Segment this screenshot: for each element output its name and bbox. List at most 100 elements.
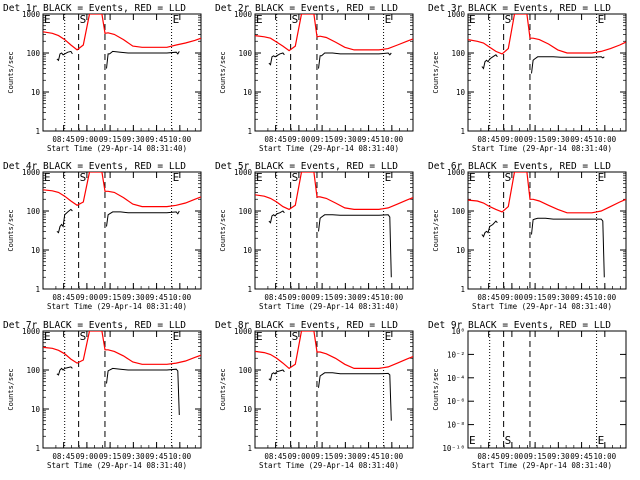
y-tick-label: 10 [243, 405, 253, 414]
y-tick-label: 1 [247, 127, 252, 136]
y-tick-label: 10 [243, 246, 253, 255]
y-tick-label: 10 [456, 88, 466, 97]
event-marker-e: E [256, 171, 263, 184]
x-tick-label: 10:00 [381, 135, 404, 144]
events-series-line [318, 52, 392, 69]
x-tick-label: 09:45 [570, 135, 593, 144]
events-series-line [56, 50, 73, 62]
x-tick-label: 08:45 [52, 452, 75, 461]
x-axis-label: Start Time (29-Apr-14 08:31:40) [47, 461, 187, 470]
event-marker-e: E [256, 13, 263, 26]
chart-title: Det 1r BLACK = Events, RED = LLD [3, 3, 186, 14]
x-tick-label: 10:00 [594, 452, 617, 461]
events-series-line [531, 56, 605, 74]
x-tick-label: 09:30 [334, 135, 357, 144]
y-tick-label: 10⁻² [447, 350, 465, 359]
x-tick-label: 10:00 [594, 135, 617, 144]
x-tick-label: 09:45 [570, 293, 593, 302]
lld-series-line [43, 331, 201, 365]
event-marker-e: E [44, 171, 51, 184]
x-tick-label: 09:30 [122, 452, 145, 461]
x-tick-label: 09:15 [311, 135, 334, 144]
chart-title: Det 5r BLACK = Events, RED = LLD [215, 161, 398, 172]
lld-series-line [43, 14, 201, 51]
events-series-line [531, 217, 605, 278]
event-marker-s: S [292, 171, 299, 184]
x-tick-label: 08:45 [477, 135, 500, 144]
chart-panel-2: Det 2r BLACK = Events, RED = LLD 1 10 100 10… [215, 3, 414, 153]
y-tick-label: 1 [35, 127, 40, 136]
y-tick-label: 10 [456, 246, 466, 255]
plot-frame [467, 171, 627, 290]
x-tick-label: 09:30 [334, 452, 357, 461]
y-tick-label: 10⁻⁸ [447, 421, 465, 430]
plot-frame [254, 171, 414, 290]
x-tick-label: 09:15 [311, 293, 334, 302]
y-tick-label: 1000 [22, 10, 41, 19]
x-tick-label: 10:00 [594, 293, 617, 302]
event-marker-e: E [598, 434, 605, 447]
x-tick-label: 10:00 [169, 452, 192, 461]
x-tick-label: 09:00 [501, 293, 524, 302]
plot-frame [467, 13, 627, 132]
y-tick-label: 1000 [234, 168, 253, 177]
chart-panel-4: Det 4r BLACK = Events, RED = LLD 1 10 100 10… [3, 161, 202, 311]
event-marker-e: E [469, 13, 476, 26]
y-tick-label: 1000 [234, 327, 253, 336]
y-tick-label: 1 [35, 444, 40, 453]
event-marker-s: S [505, 171, 512, 184]
event-marker-s: S [80, 330, 87, 343]
chart-title: Det 4r BLACK = Events, RED = LLD [3, 161, 186, 172]
y-tick-label: 1 [35, 285, 40, 294]
plot-frame [254, 330, 414, 449]
event-marker-e: E [598, 13, 605, 26]
y-tick-label: 1 [460, 285, 465, 294]
event-marker-e: E [469, 434, 476, 447]
y-tick-label: 10⁻⁶ [447, 397, 465, 406]
x-tick-label: 09:30 [547, 293, 570, 302]
y-axis-label: Counts/sec [7, 51, 15, 93]
x-axis-label: Start Time (29-Apr-14 08:31:40) [47, 144, 187, 153]
y-tick-label: 10 [243, 88, 253, 97]
plot-frame [467, 330, 627, 449]
x-tick-label: 08:45 [477, 452, 500, 461]
x-tick-label: 10:00 [169, 135, 192, 144]
y-tick-label: 10⁰ [451, 327, 465, 336]
x-tick-label: 08:45 [264, 293, 287, 302]
y-axis-label: Counts/sec [432, 51, 440, 93]
chart-title: Det 3r BLACK = Events, RED = LLD [428, 3, 611, 14]
lld-series-line [43, 172, 201, 208]
y-tick-label: 10⁻⁴ [447, 374, 465, 383]
x-tick-label: 09:30 [547, 135, 570, 144]
x-tick-label: 09:00 [76, 293, 99, 302]
x-tick-label: 09:30 [122, 135, 145, 144]
x-tick-label: 08:45 [52, 135, 75, 144]
y-tick-label: 10 [31, 246, 41, 255]
y-tick-label: 100 [26, 207, 40, 216]
x-tick-label: 09:00 [288, 452, 311, 461]
y-tick-label: 100 [238, 49, 252, 58]
chart-title: Det 2r BLACK = Events, RED = LLD [215, 3, 398, 14]
y-tick-label: 100 [451, 207, 465, 216]
x-tick-label: 09:45 [570, 452, 593, 461]
x-tick-label: 10:00 [381, 293, 404, 302]
y-axis-label: Counts/sec [7, 209, 15, 251]
event-marker-s: S [80, 171, 87, 184]
chart-title: Det 8r BLACK = Events, RED = LLD [215, 320, 398, 331]
x-tick-label: 08:45 [264, 135, 287, 144]
x-tick-label: 08:45 [264, 452, 287, 461]
chart-panel-8: Det 8r BLACK = Events, RED = LLD 1 10 100 10… [215, 320, 414, 470]
y-axis-label: Counts/sec [432, 209, 440, 251]
y-tick-label: 1000 [447, 10, 466, 19]
x-tick-label: 09:45 [145, 135, 168, 144]
y-axis-label: Counts/sec [219, 51, 227, 93]
events-series-line [56, 366, 73, 376]
x-tick-label: 09:15 [99, 293, 122, 302]
y-tick-label: 1 [247, 444, 252, 453]
y-tick-label: 100 [26, 366, 40, 375]
event-marker-s: S [505, 434, 512, 447]
x-tick-label: 09:00 [501, 135, 524, 144]
chart-panel-7: Det 7r BLACK = Events, RED = LLD 1 10 100 10… [3, 320, 202, 470]
x-tick-label: 09:15 [99, 452, 122, 461]
